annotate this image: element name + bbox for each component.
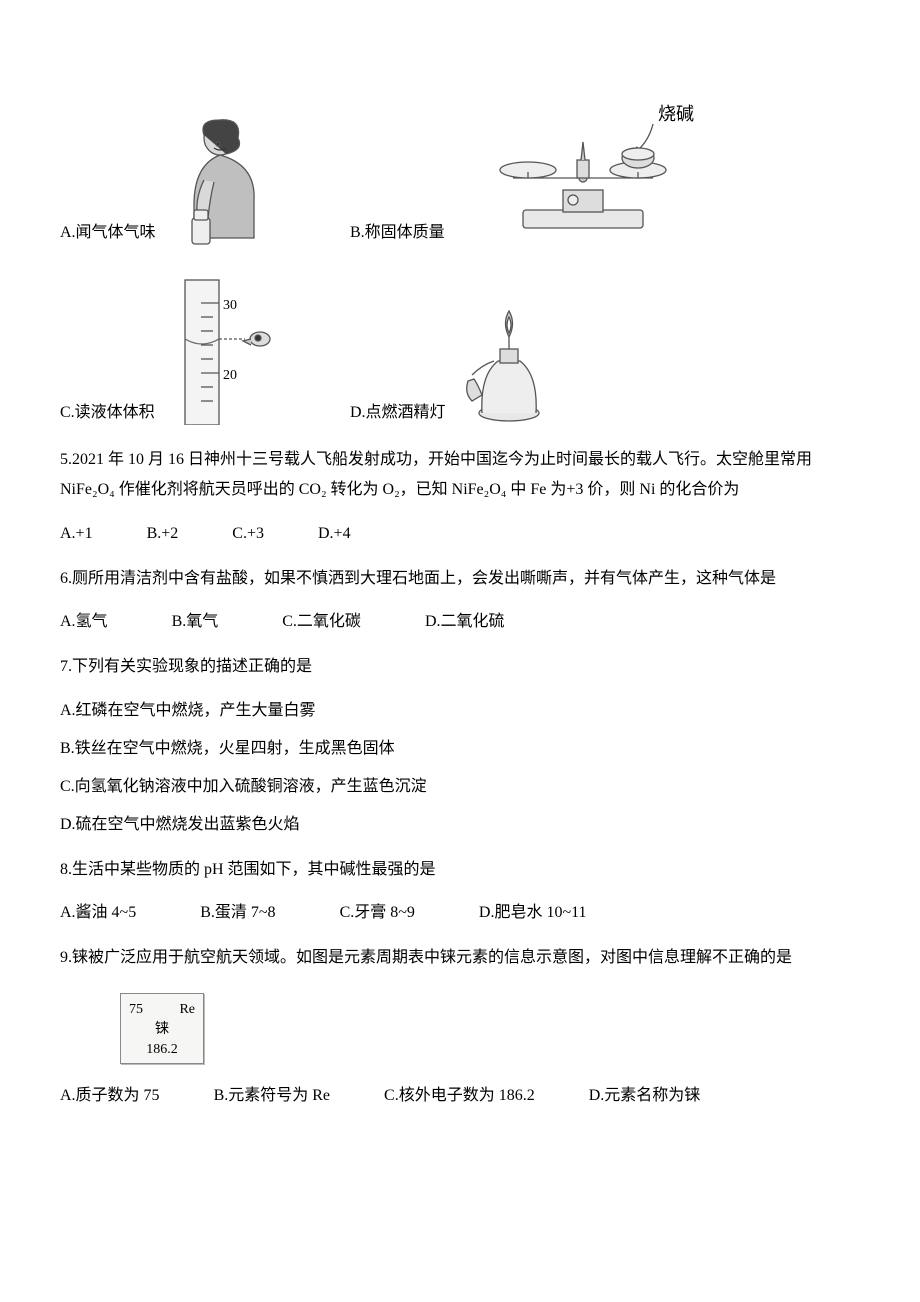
q4-d-figure	[454, 305, 564, 425]
q9-element-name: 铼	[129, 1020, 195, 1040]
q4-c-figure: 30 20	[163, 275, 283, 425]
q4-b-annotation: 烧碱	[658, 104, 694, 124]
q5-choice-c: C.+3	[232, 522, 264, 546]
q4-a-figure	[164, 110, 290, 245]
q9-choice-b: B.元素符号为 Re	[214, 1084, 330, 1108]
q5-choice-a: A.+1	[60, 522, 93, 546]
q6-choices: A.氢气 B.氧气 C.二氧化碳 D.二氧化硫	[60, 610, 860, 634]
q4-option-d: D.点燃酒精灯	[350, 305, 568, 425]
q4-row-cd: C.读液体体积 30 20	[60, 275, 860, 425]
q6-choice-b: B.氧气	[172, 610, 219, 634]
q7-text: 7.下列有关实验现象的描述正确的是	[60, 652, 860, 682]
q4-c-label: C.读液体体积	[60, 401, 155, 425]
q4-option-b: B.称固体质量 烧碱	[350, 100, 717, 245]
q4-row-ab: A.闻气体气味 B.称固体质量 烧碱	[60, 100, 860, 245]
q4-c-tick-top: 30	[223, 298, 237, 313]
q6-choice-d: D.二氧化硫	[425, 610, 505, 634]
q5-choice-d: D.+4	[318, 522, 351, 546]
q9-element-num: 75	[129, 1000, 143, 1020]
q4-option-c: C.读液体体积 30 20	[60, 275, 350, 425]
q7-choice-c: C.向氢氧化钠溶液中加入硫酸铜溶液，产生蓝色沉淀	[60, 775, 860, 799]
q8-choices: A.酱油 4~5 B.蛋清 7~8 C.牙膏 8~9 D.肥皂水 10~11	[60, 901, 860, 925]
q8-choice-d: D.肥皂水 10~11	[479, 901, 587, 925]
q7-choice-a: A.红磷在空气中燃烧，产生大量白雾	[60, 699, 860, 723]
q4-b-figure: 烧碱	[453, 100, 713, 245]
q9-choice-a: A.质子数为 75	[60, 1084, 160, 1108]
q4-option-a: A.闻气体气味	[60, 110, 350, 245]
q4-b-label: B.称固体质量	[350, 221, 445, 245]
q9-choices: A.质子数为 75 B.元素符号为 Re C.核外电子数为 186.2 D.元素…	[60, 1084, 860, 1108]
q6-choice-c: C.二氧化碳	[282, 610, 361, 634]
q9-element-symbol: Re	[179, 1000, 195, 1020]
q6-text: 6.厕所用清洁剂中含有盐酸，如果不慎洒到大理石地面上，会发出嘶嘶声，并有气体产生…	[60, 564, 860, 594]
q8-choice-c: C.牙膏 8~9	[340, 901, 415, 925]
q9-element-mass: 186.2	[129, 1040, 195, 1060]
q9-element-box: 75 Re 铼 186.2	[120, 993, 204, 1064]
q4-a-label: A.闻气体气味	[60, 221, 156, 245]
q4-c-tick-bottom: 20	[223, 368, 237, 383]
q9-choice-d: D.元素名称为铼	[589, 1084, 701, 1108]
q6-choice-a: A.氢气	[60, 610, 108, 634]
q7-choice-b: B.铁丝在空气中燃烧，火星四射，生成黑色固体	[60, 737, 860, 761]
q5-choices: A.+1 B.+2 C.+3 D.+4	[60, 522, 860, 546]
q9-choice-c: C.核外电子数为 186.2	[384, 1084, 535, 1108]
q9-text: 9.铼被广泛应用于航空航天领域。如图是元素周期表中铼元素的信息示意图，对图中信息…	[60, 943, 860, 973]
q5-text: 5.2021 年 10 月 16 日神州十三号载人飞船发射成功，开始中国迄今为止…	[60, 445, 860, 506]
q4-d-label: D.点燃酒精灯	[350, 401, 446, 425]
q8-choice-a: A.酱油 4~5	[60, 901, 136, 925]
q8-choice-b: B.蛋清 7~8	[200, 901, 275, 925]
q8-text: 8.生活中某些物质的 pH 范围如下，其中碱性最强的是	[60, 855, 860, 885]
q5-choice-b: B.+2	[147, 522, 179, 546]
q7-choice-d: D.硫在空气中燃烧发出蓝紫色火焰	[60, 813, 860, 837]
